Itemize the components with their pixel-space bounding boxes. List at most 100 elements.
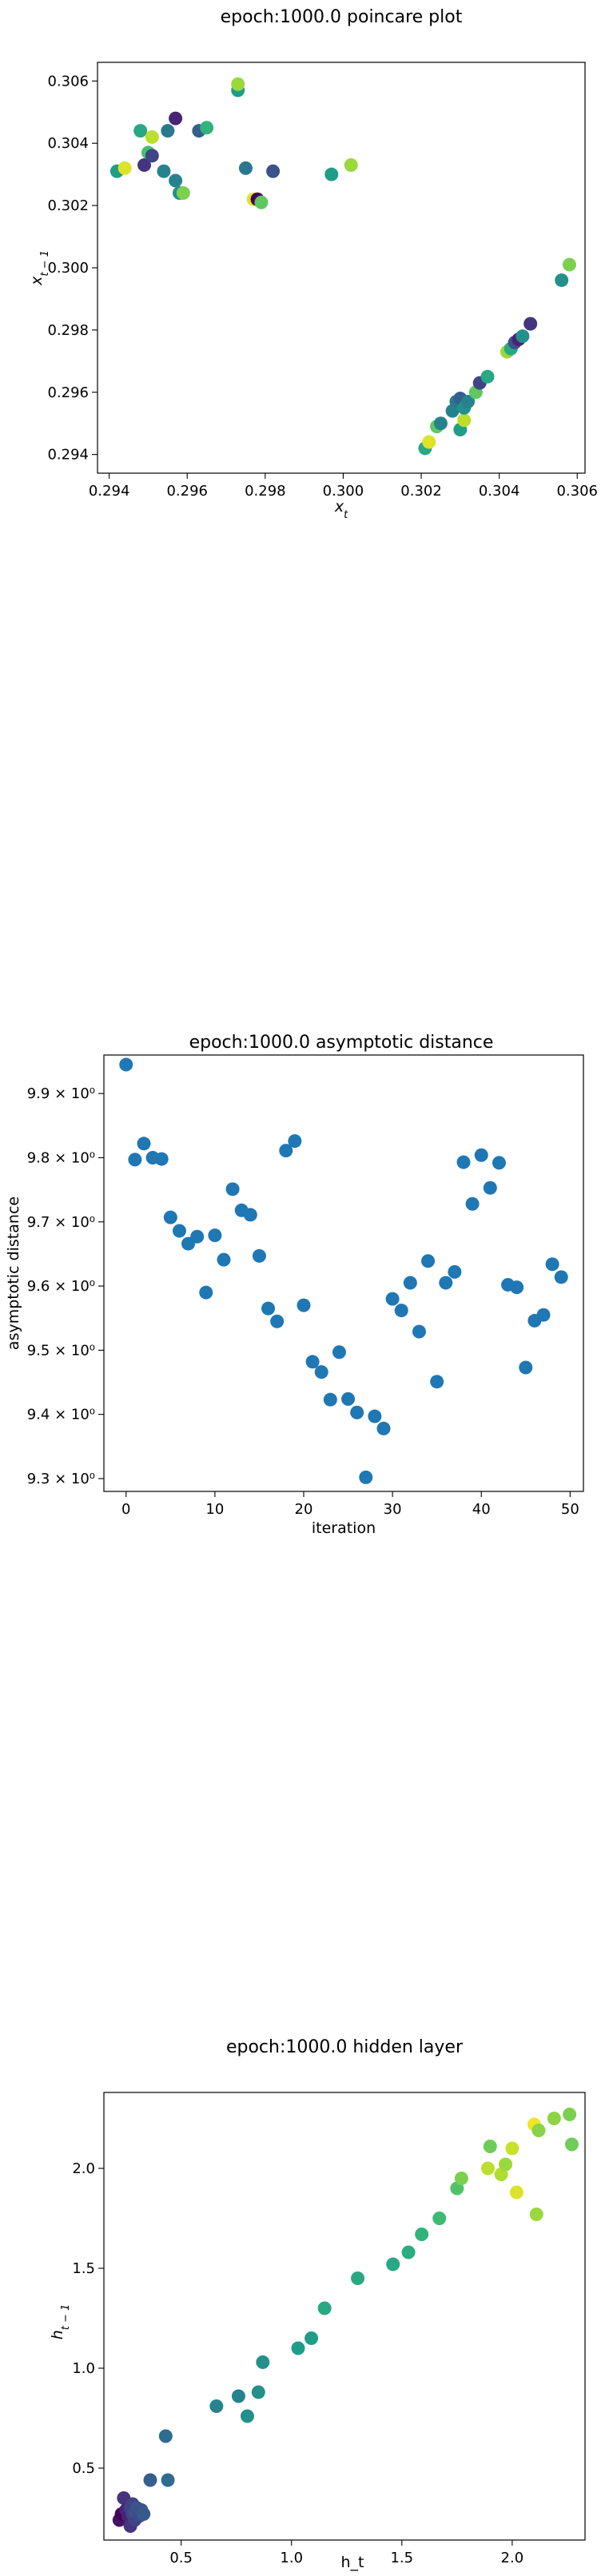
x-tick-label: 1.0 [280, 2550, 303, 2566]
data-point [529, 2208, 543, 2221]
x-tick-label: 10 [205, 1501, 224, 1518]
data-point [465, 1196, 480, 1211]
x-tick-label: 0.300 [323, 483, 364, 500]
data-point [261, 1301, 276, 1316]
data-point [199, 1285, 213, 1300]
data-point [401, 2245, 416, 2259]
y-tick-label: 0.302 [47, 197, 89, 214]
y-axis-label: ht − 1 [49, 2304, 72, 2340]
y-tick-label: 0.294 [47, 447, 89, 464]
data-point [243, 1208, 257, 1222]
data-point [133, 124, 148, 138]
plot-frame [103, 1054, 584, 1492]
data-point [209, 2399, 224, 2413]
x-axis-label: xt [334, 498, 348, 521]
y-tick-label: 0.306 [47, 73, 89, 90]
y-axis: 9.3 × 10⁰ 9.4 × 10⁰ 9.5 × 10⁰ 9.6 × 10⁰ 9.7 … [27, 1085, 104, 1487]
x-tick-label: 50 [561, 1501, 579, 1518]
data-point [288, 1134, 302, 1149]
data-point [154, 1152, 169, 1166]
data-point [350, 1405, 364, 1419]
data-point [385, 1292, 400, 1306]
data-point [172, 1224, 186, 1238]
y-tick-label: 1.5 [72, 2260, 95, 2277]
data-point [483, 2140, 497, 2153]
data-point [492, 1156, 506, 1170]
data-point [421, 1254, 436, 1268]
data-point [137, 2507, 151, 2521]
data-point [256, 2355, 270, 2369]
data-point [252, 1248, 266, 1263]
data-point [137, 158, 152, 172]
y-tick-label: 0.298 [47, 322, 89, 339]
data-point [238, 161, 253, 175]
y-tick-label: 0.304 [47, 135, 89, 152]
data-point [200, 121, 214, 135]
data-point [217, 1252, 231, 1267]
data-point [547, 2112, 561, 2125]
data-point [190, 1229, 205, 1244]
x-tick-label: 0.302 [400, 483, 442, 500]
data-point [169, 111, 183, 125]
data-points [112, 2108, 579, 2533]
data-point [505, 2141, 519, 2156]
data-point [474, 1148, 488, 1162]
data-point [305, 2331, 319, 2345]
data-point [270, 1314, 285, 1328]
chart-title: epoch:1000.0 hidden layer [226, 2037, 464, 2057]
data-point [208, 1228, 222, 1243]
data-point [412, 1324, 426, 1339]
data-point [323, 1392, 337, 1407]
hidden-layer-plot: epoch:1000.0 hidden layer 0.5 1.0 1.5 2.0 0… [49, 2037, 586, 2571]
data-point [119, 1057, 133, 1072]
data-point [137, 1137, 151, 1151]
x-tick-label: 0.304 [479, 483, 520, 500]
data-point [448, 1264, 462, 1279]
y-axis: 0.294 0.296 0.298 0.300 0.302 0.304 0.306 [47, 73, 98, 464]
y-tick-label: 9.4 × 10⁰ [27, 1407, 95, 1423]
data-point [351, 2271, 365, 2285]
data-point [225, 1182, 240, 1196]
y-tick-label: 9.5 × 10⁰ [27, 1342, 95, 1359]
data-point [515, 329, 530, 344]
data-point [251, 2385, 265, 2399]
data-point [430, 1375, 444, 1389]
data-point [176, 186, 190, 201]
x-tick-label: 30 [384, 1501, 402, 1518]
data-point [536, 1308, 551, 1322]
data-point [240, 2409, 254, 2423]
x-axis: 0.5 1.0 1.5 2.0 [169, 2540, 523, 2566]
data-point [403, 1276, 417, 1290]
data-point [145, 129, 159, 144]
poincare-plot: epoch:1000.0 poincare plot 0.294 0.296 0.2… [28, 7, 598, 521]
y-tick-label: 0.296 [47, 384, 89, 401]
data-point [145, 149, 159, 163]
data-point [317, 2301, 332, 2315]
y-axis-label: xt − 1 [28, 250, 51, 286]
data-point [332, 1345, 346, 1360]
data-point [297, 1298, 311, 1312]
y-tick-label: 1.0 [72, 2360, 95, 2377]
data-point [128, 1153, 142, 1167]
data-point [432, 2212, 447, 2225]
data-point [422, 435, 436, 449]
data-point [314, 1365, 328, 1380]
y-tick-label: 9.9 × 10⁰ [27, 1085, 95, 1102]
data-point [291, 2341, 305, 2355]
data-point [509, 2185, 523, 2200]
data-point [433, 416, 448, 431]
data-point [564, 2137, 579, 2152]
data-point [231, 77, 245, 91]
data-point [454, 2172, 468, 2185]
x-tick-label: 0.5 [169, 2550, 193, 2566]
data-point [483, 1181, 497, 1195]
data-point [555, 273, 569, 288]
data-point [480, 2161, 495, 2176]
y-tick-label: 9.8 × 10⁰ [27, 1149, 95, 1166]
x-tick-label: 0.306 [556, 483, 598, 500]
y-tick-label: 9.3 × 10⁰ [27, 1471, 95, 1487]
data-point [117, 161, 132, 175]
data-point [254, 195, 269, 209]
plot-frame [97, 62, 586, 474]
data-point [161, 2473, 175, 2487]
